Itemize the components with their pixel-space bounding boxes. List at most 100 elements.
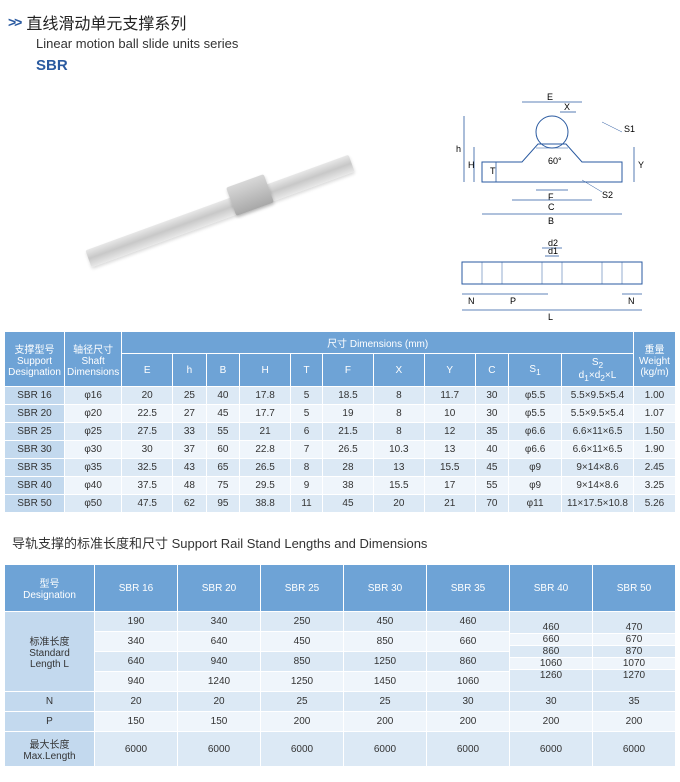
table-cell: 850 [261, 652, 344, 672]
dim-col: H [240, 354, 291, 387]
table-cell: 15.5 [424, 459, 475, 477]
table-cell: 940 [95, 672, 178, 692]
table-cell: 47.5 [122, 495, 173, 513]
len-col: SBR 35 [427, 565, 510, 612]
table-cell: 7 [291, 441, 323, 459]
row-N: N [5, 692, 95, 712]
table-cell: 70 [475, 495, 509, 513]
table-cell: 75 [206, 477, 240, 495]
table-cell: SBR 25 [5, 423, 65, 441]
table-cell: 11.7 [424, 387, 475, 405]
table-cell: 29.5 [240, 477, 291, 495]
table-cell: 25 [173, 387, 207, 405]
table-cell: 13 [373, 459, 424, 477]
len-col: SBR 40 [510, 565, 593, 612]
table-cell: 340 [178, 612, 261, 632]
table-cell: 55 [206, 423, 240, 441]
table-cell: 5 [291, 387, 323, 405]
lengths-title: 导轨支撑的标准长度和尺寸 Support Rail Stand Lengths … [0, 519, 680, 558]
col-weight-unit: (kg/m) [640, 367, 668, 378]
table-cell: 6000 [510, 732, 593, 767]
len-head-en: Designation [23, 590, 76, 601]
table-cell: 47067087010701270 [593, 612, 676, 692]
table-cell: 1250 [261, 672, 344, 692]
table-cell: 33 [173, 423, 207, 441]
table-cell: 450 [344, 612, 427, 632]
table-cell: 5.5×9.5×5.4 [562, 387, 634, 405]
table-cell: 6000 [593, 732, 676, 767]
table-cell: 460 [427, 612, 510, 632]
table-cell: 45 [206, 405, 240, 423]
table-cell: φ9 [509, 459, 562, 477]
table-cell: 1.90 [634, 441, 676, 459]
col-dim-cn: 尺寸 [327, 339, 347, 350]
table-cell: 1250 [344, 652, 427, 672]
table-cell: φ6.6 [509, 441, 562, 459]
table-cell: 200 [261, 712, 344, 732]
table-cell: SBR 30 [5, 441, 65, 459]
len-head-cn: 型号 [40, 579, 60, 590]
len-col: SBR 50 [593, 565, 676, 612]
table-cell: 200 [510, 712, 593, 732]
table-cell: 17.8 [240, 387, 291, 405]
table-cell: φ30 [65, 441, 122, 459]
col-shaft-en: Shaft [81, 356, 104, 367]
svg-text:S2: S2 [602, 190, 613, 200]
table-cell: 43 [173, 459, 207, 477]
table-cell: 22.5 [122, 405, 173, 423]
table-cell: 17 [424, 477, 475, 495]
svg-text:S1: S1 [624, 124, 635, 134]
dim-col: S2d1×d2×L [562, 354, 634, 387]
dim-col: h [173, 354, 207, 387]
table-cell: φ9 [509, 477, 562, 495]
table-cell: 21 [240, 423, 291, 441]
table-cell: 200 [593, 712, 676, 732]
table-cell: 30 [475, 405, 509, 423]
page-header: >> 直线滑动单元支撑系列 Linear motion ball slide u… [0, 0, 680, 78]
col-support-cn: 支撑型号 [15, 345, 55, 356]
table-cell: 9×14×8.6 [562, 459, 634, 477]
table-cell: 6.6×11×6.5 [562, 441, 634, 459]
table-cell: 1.07 [634, 405, 676, 423]
table-cell: 38.8 [240, 495, 291, 513]
table-cell: 9 [291, 477, 323, 495]
svg-text:Y: Y [638, 160, 644, 170]
table-cell: 45 [475, 459, 509, 477]
table-cell: φ6.6 [509, 423, 562, 441]
table-cell: 18.5 [323, 387, 374, 405]
table-cell: SBR 20 [5, 405, 65, 423]
table-cell: 250 [261, 612, 344, 632]
len-col: SBR 16 [95, 565, 178, 612]
svg-text:T: T [490, 166, 496, 176]
col-dim-en: Dimensions (mm) [350, 339, 428, 350]
table-cell: 13 [424, 441, 475, 459]
table-cell: 860 [427, 652, 510, 672]
table-cell: 200 [344, 712, 427, 732]
chevron-icon: >> [8, 14, 20, 30]
table-cell: φ50 [65, 495, 122, 513]
technical-diagram: 60° E X S1 h H T Y F C B S2 [442, 78, 672, 325]
table-cell: 5.5×9.5×5.4 [562, 405, 634, 423]
table-cell: 21 [424, 495, 475, 513]
table-cell: 95 [206, 495, 240, 513]
table-cell: φ35 [65, 459, 122, 477]
table-cell: 40 [206, 387, 240, 405]
table-cell: 660 [427, 632, 510, 652]
table-cell: 150 [95, 712, 178, 732]
table-cell: 640 [95, 652, 178, 672]
table-cell: SBR 16 [5, 387, 65, 405]
table-cell: 19 [323, 405, 374, 423]
col-shaft-cn: 轴径尺寸 [73, 345, 113, 356]
table-cell: 1.00 [634, 387, 676, 405]
table-cell: 35 [475, 423, 509, 441]
svg-text:L: L [548, 312, 553, 322]
table-cell: 30 [427, 692, 510, 712]
table-cell: 6000 [344, 732, 427, 767]
table-cell: 11 [291, 495, 323, 513]
table-cell: 26.5 [240, 459, 291, 477]
table-cell: 340 [95, 632, 178, 652]
table-cell: SBR 40 [5, 477, 65, 495]
svg-text:X: X [564, 102, 570, 112]
len-col: SBR 30 [344, 565, 427, 612]
dim-col: B [206, 354, 240, 387]
